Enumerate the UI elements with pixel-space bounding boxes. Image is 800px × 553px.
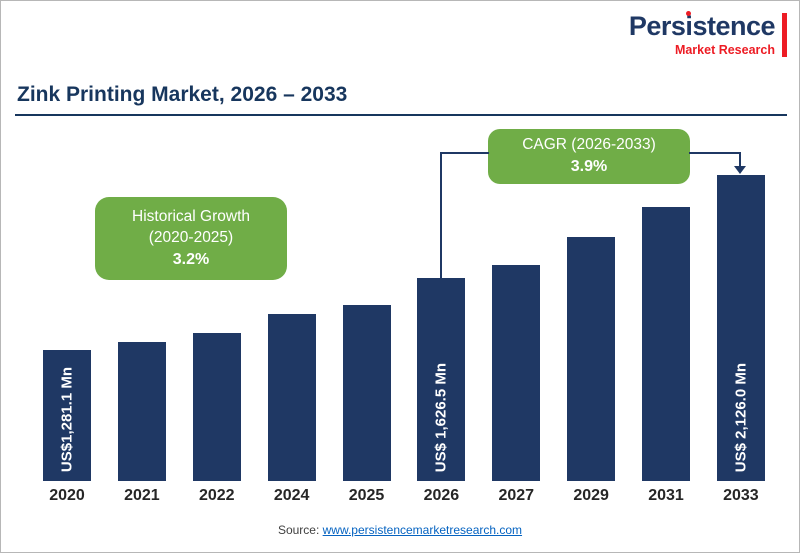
cagr-connector-vertical-left bbox=[440, 152, 442, 280]
logo-red-bar bbox=[782, 13, 787, 57]
bar-2025 bbox=[342, 305, 391, 481]
x-axis-label-2021: 2021 bbox=[124, 487, 160, 504]
x-axis-label-2022: 2022 bbox=[198, 487, 235, 504]
x-axis-label-2024: 2024 bbox=[273, 487, 310, 504]
bar-2033: US$ 2,126.0 Mn bbox=[716, 175, 765, 481]
historical-growth-title: Historical Growth bbox=[132, 208, 250, 225]
x-axis-label-2026: 2026 bbox=[423, 487, 460, 504]
bars-row: US$1,281.1 Mn US$ 1,626.5 Mn US$ 2,126.0 M… bbox=[43, 151, 765, 481]
bar-2020: US$1,281.1 Mn bbox=[43, 350, 91, 481]
cagr-title: CAGR (2026-2033) bbox=[522, 136, 656, 153]
x-axis-label-2031: 2031 bbox=[648, 487, 684, 504]
logo-brand-pre: Pers bbox=[628, 11, 686, 41]
cagr-connector-horizontal-right bbox=[689, 152, 740, 154]
source-line: Source: www.persistencemarketresearch.co… bbox=[1, 523, 799, 537]
years-row: 2020 2021 2022 2024 2025 2026 2027 2029 2031 2033 bbox=[43, 487, 765, 505]
x-axis-label-2025: 2025 bbox=[348, 487, 385, 504]
bar-2026: US$ 1,626.5 Mn bbox=[417, 278, 466, 481]
bar-value-label-2020: US$1,281.1 Mn bbox=[58, 366, 76, 472]
logo-brand-post: stence bbox=[692, 11, 775, 41]
cagr-connector-vertical-right bbox=[739, 152, 741, 167]
x-axis-label-2027: 2027 bbox=[498, 487, 535, 504]
cagr-value: 3.9% bbox=[570, 157, 608, 175]
logo-brand: Persistence bbox=[628, 11, 776, 41]
cagr-callout: CAGR (2026-2033) 3.9% bbox=[488, 129, 690, 184]
x-axis-label-2033: 2033 bbox=[723, 487, 759, 504]
logo-text: Persistence Market Research bbox=[628, 11, 776, 58]
bar-value-label-2033: US$ 2,126.0 Mn bbox=[732, 362, 750, 472]
historical-growth-value: 3.2% bbox=[172, 250, 210, 268]
logo-brand-i: i bbox=[685, 11, 693, 41]
bar-2027 bbox=[492, 265, 541, 481]
cagr-arrow-down-icon bbox=[734, 166, 746, 174]
cagr-connector-horizontal-left bbox=[440, 152, 489, 154]
logo-subtitle: Market Research bbox=[674, 43, 775, 57]
bar-value-label-2026: US$ 1,626.5 Mn bbox=[432, 362, 450, 472]
bar-2022 bbox=[192, 333, 241, 481]
source-label: Source: bbox=[277, 523, 320, 537]
bar-2031 bbox=[642, 207, 690, 481]
x-axis-label-2020: 2020 bbox=[49, 487, 85, 504]
historical-growth-range: (2020-2025) bbox=[148, 228, 234, 246]
bar-2024 bbox=[267, 314, 316, 481]
historical-growth-callout: Historical Growth (2020-2025) 3.2% bbox=[95, 197, 287, 281]
bar-2021 bbox=[117, 342, 166, 481]
source-link[interactable]: www.persistencemarketresearch.com bbox=[322, 523, 523, 537]
title-underline bbox=[15, 114, 787, 116]
logo: Persistence Market Research bbox=[629, 13, 787, 57]
chart-title: Zink Printing Market, 2026 – 2033 bbox=[17, 83, 348, 106]
x-axis-label-2029: 2029 bbox=[573, 487, 609, 504]
bar-2029 bbox=[567, 237, 616, 481]
